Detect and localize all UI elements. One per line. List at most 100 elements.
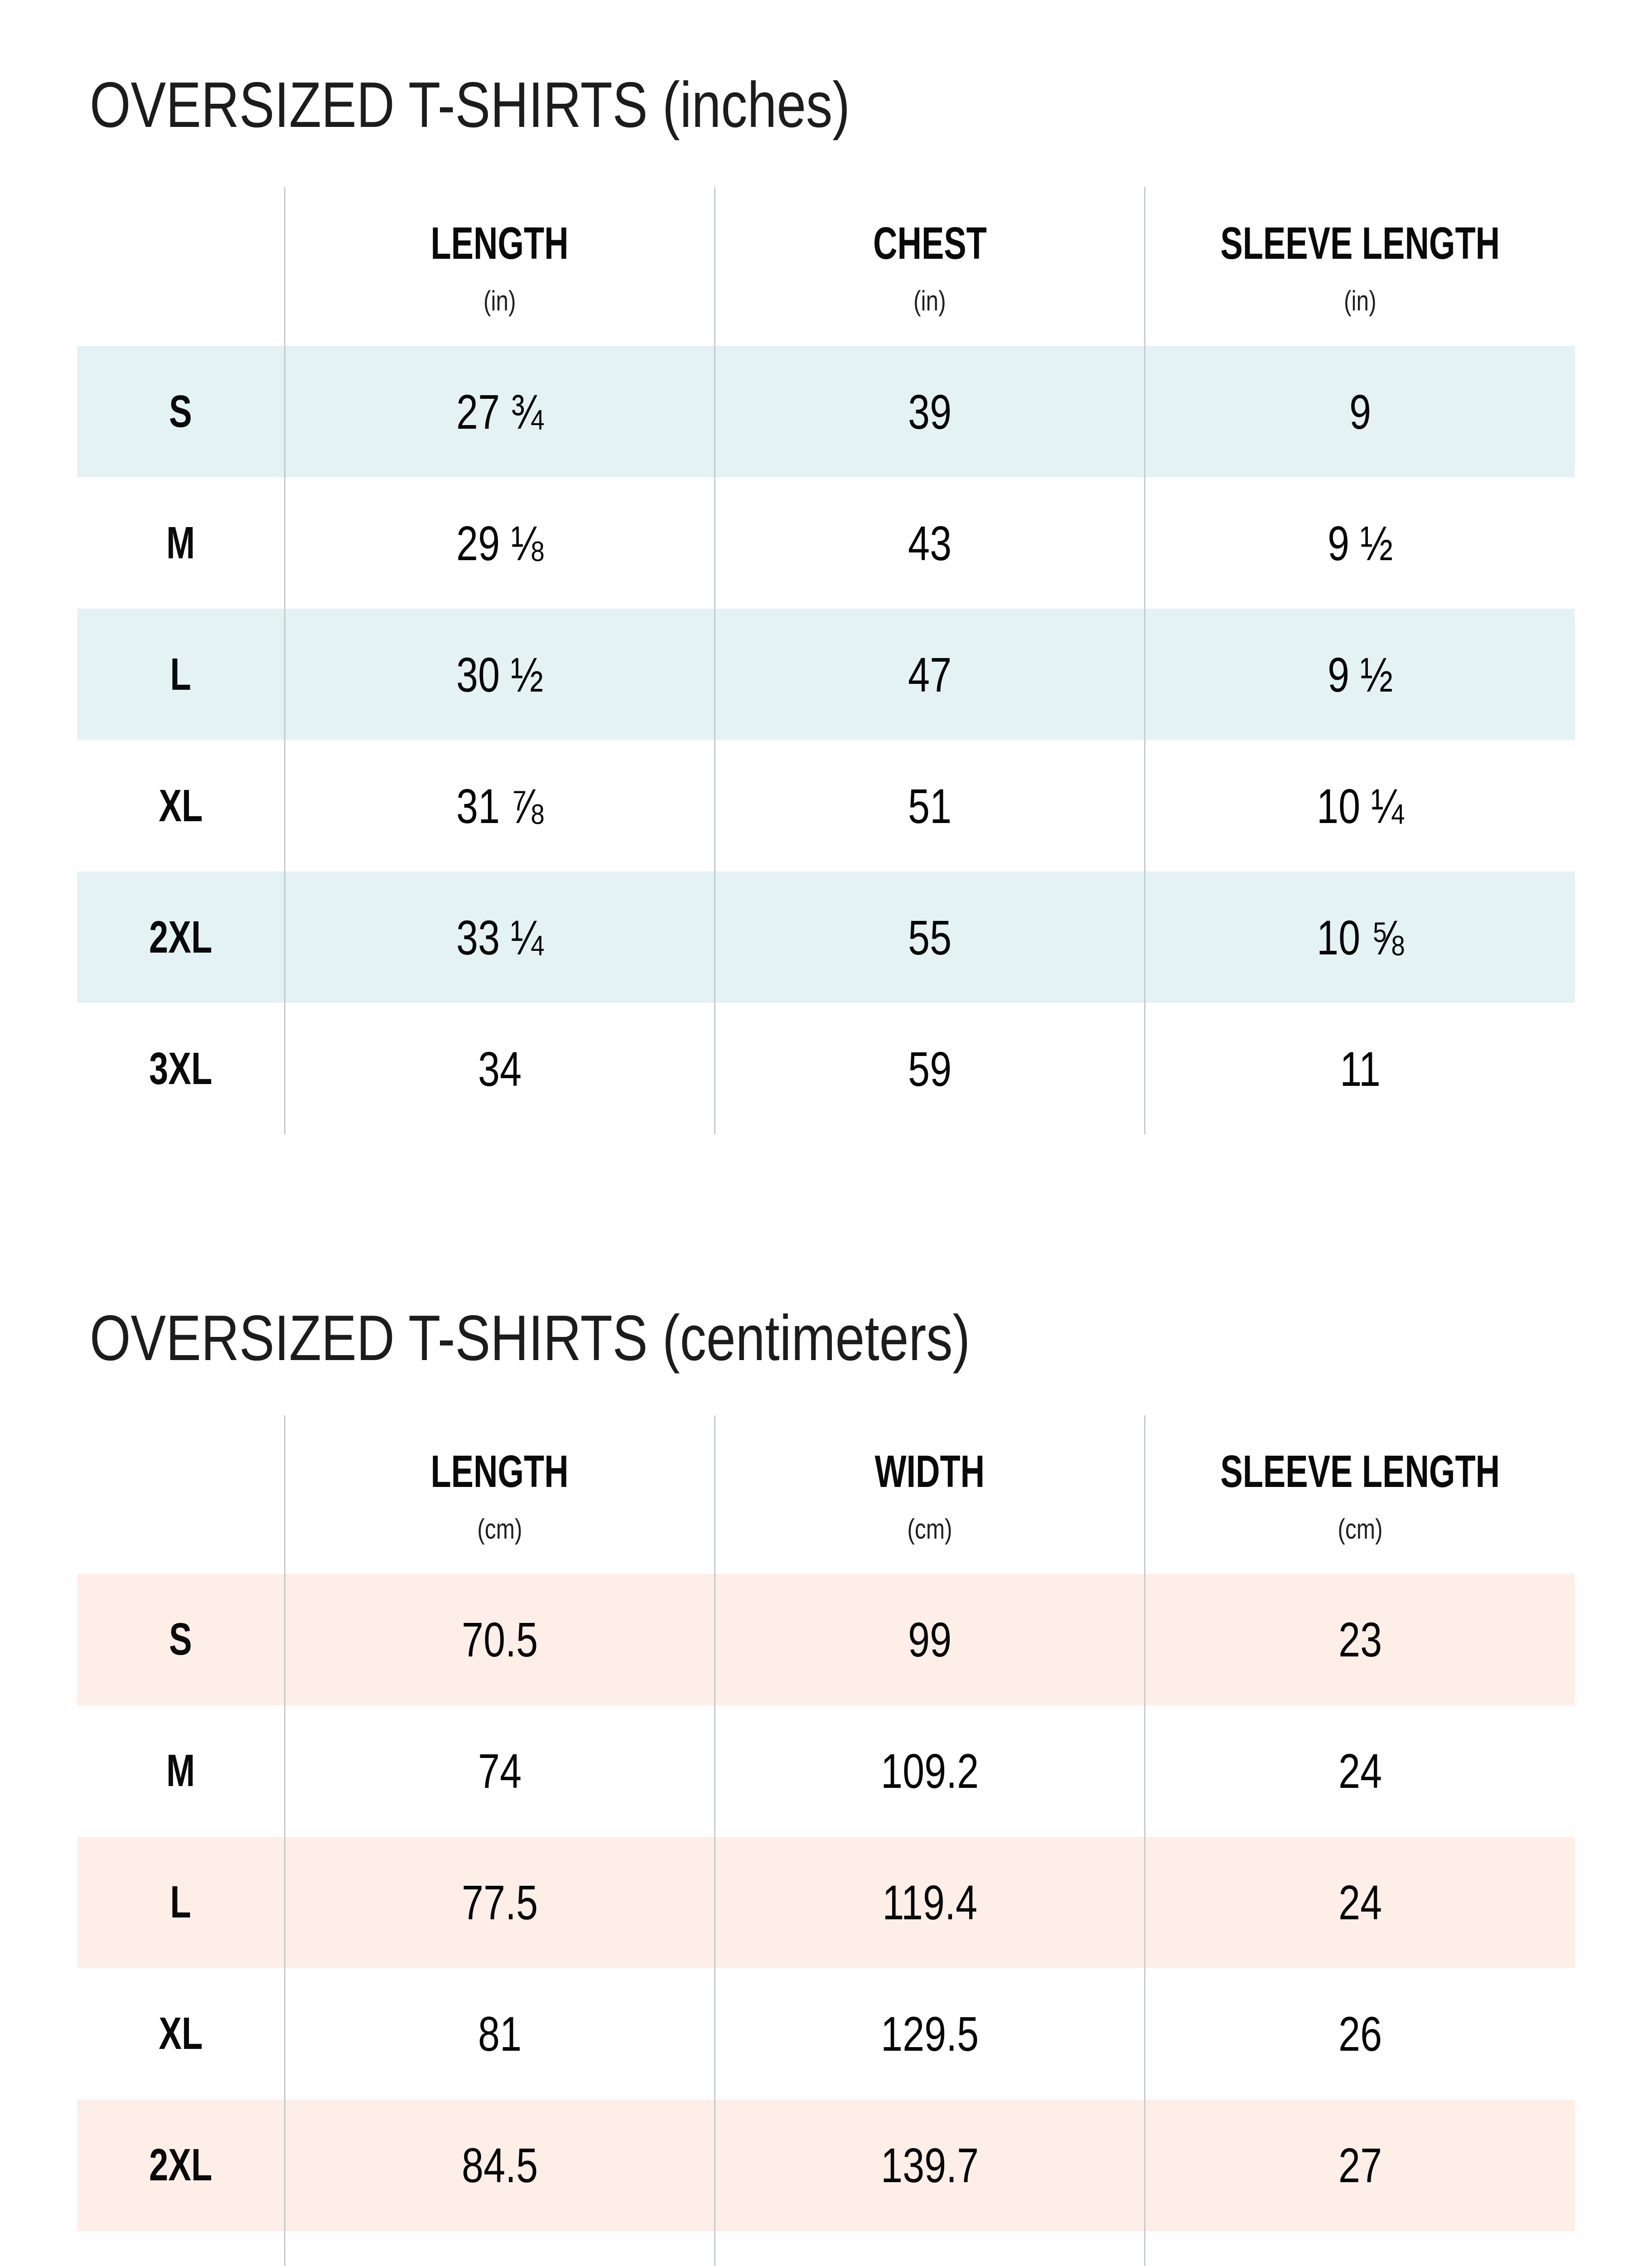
- chest-cell: 39: [714, 346, 1144, 478]
- length-cell: 29 ⅛: [284, 477, 714, 609]
- length-value: 70.5: [461, 1612, 538, 1667]
- table-row-xl: XL 81 129.5 26: [77, 1968, 1575, 2100]
- size-label: XL: [158, 780, 203, 831]
- chest-value: 47: [908, 647, 952, 702]
- width-value: 129.5: [880, 2006, 979, 2062]
- column-label: CHEST: [873, 218, 987, 269]
- column-header-width: WIDTH (cm): [714, 1415, 1144, 1574]
- length-value: 27 ¾: [456, 384, 544, 439]
- column-header-sleeve-length: SLEEVE LENGTH (cm): [1144, 1415, 1575, 1574]
- size-label-cell: 2XL: [77, 872, 284, 1003]
- table-header-row: LENGTH (in) CHEST (in) SLEEVE LENGTH (in…: [77, 187, 1575, 346]
- sleeve-length-cell: 10 ¼: [1144, 740, 1575, 872]
- table-row-l: L 77.5 119.4 24: [77, 1836, 1575, 1968]
- sleeve-length-value: 9 ½: [1327, 515, 1393, 571]
- chest-cell: 51: [714, 740, 1144, 872]
- chest-cell: 47: [714, 609, 1144, 741]
- table-row-m: M 74 109.2 24: [77, 1705, 1575, 1837]
- sleeve-length-value: 23: [1338, 1612, 1382, 1667]
- sleeve-length-value: 9: [1349, 384, 1372, 439]
- length-value: 74: [478, 1743, 522, 1799]
- size-label-cell: S: [77, 1574, 284, 1705]
- sleeve-length-value: 27: [1338, 2138, 1382, 2193]
- sleeve-length-cell: 23: [1144, 1574, 1575, 1705]
- column-header-sleeve-length: SLEEVE LENGTH (in): [1144, 187, 1575, 346]
- column-header-chest: CHEST (in): [714, 187, 1144, 346]
- length-cell: 84.5: [284, 2099, 714, 2231]
- length-value: 34: [478, 1041, 522, 1096]
- table-header-row: LENGTH (cm) WIDTH (cm) SLEEVE LENGTH (cm…: [77, 1415, 1575, 1574]
- width-cell: 139.7: [714, 2099, 1144, 2231]
- size-label: XL: [158, 2008, 203, 2059]
- size-table-inches: LENGTH (in) CHEST (in) SLEEVE LENGTH (in…: [77, 187, 1575, 1135]
- size-label-cell: 2XL: [77, 2100, 284, 2231]
- size-label-cell: XL: [77, 1968, 284, 2100]
- length-value: 81: [478, 2006, 522, 2062]
- length-cell: 86.5: [284, 2231, 714, 2266]
- table-row-3xl: 3XL 86.5 149.9 28: [77, 2231, 1575, 2266]
- length-cell: 30 ½: [284, 609, 714, 741]
- size-label: S: [169, 386, 192, 437]
- chest-cell: 59: [714, 1003, 1144, 1135]
- column-unit: (cm): [477, 1513, 522, 1545]
- sleeve-length-cell: 24: [1144, 1705, 1575, 1837]
- size-label: 2XL: [149, 2140, 213, 2191]
- size-label: M: [166, 1745, 195, 1796]
- length-value: 33 ¼: [456, 910, 544, 965]
- table-row-3xl: 3XL 34 59 11: [77, 1003, 1575, 1135]
- size-label-cell: 3XL: [77, 1003, 284, 1134]
- width-value: 139.7: [880, 2138, 979, 2193]
- width-cell: 149.9: [714, 2231, 1144, 2266]
- sleeve-length-cell: 11: [1144, 1003, 1575, 1135]
- sleeve-length-cell: 10 ⅝: [1144, 872, 1575, 1003]
- sleeve-length-value: 10 ¼: [1316, 778, 1404, 833]
- table-title-text: OVERSIZED T-SHIRTS (inches): [90, 69, 850, 141]
- column-unit: (in): [483, 286, 516, 317]
- table-title-text: OVERSIZED T-SHIRTS (centimeters): [90, 1302, 971, 1375]
- column-label: LENGTH: [430, 218, 569, 269]
- sleeve-length-value: 26: [1338, 2006, 1382, 2062]
- length-value: 84.5: [461, 2138, 538, 2193]
- width-cell: 99: [714, 1574, 1144, 1705]
- column-unit: (cm): [907, 1513, 952, 1545]
- length-cell: 77.5: [284, 1836, 714, 1968]
- size-label-cell: L: [77, 609, 284, 740]
- table-title-centimeters: OVERSIZED T-SHIRTS (centimeters): [90, 1301, 1575, 1375]
- size-label-cell: S: [77, 346, 284, 477]
- size-column-header-empty: [77, 187, 284, 346]
- size-table-centimeters-section: OVERSIZED T-SHIRTS (centimeters) LENGTH …: [77, 1301, 1575, 2266]
- width-value: 119.4: [882, 1875, 977, 1930]
- length-value: 77.5: [461, 1875, 538, 1930]
- size-label-cell: L: [77, 1837, 284, 1968]
- column-label: SLEEVE LENGTH: [1220, 1446, 1500, 1497]
- size-label: L: [170, 1877, 191, 1928]
- sleeve-length-cell: 9: [1144, 346, 1575, 478]
- sleeve-length-cell: 27: [1144, 2099, 1575, 2231]
- size-label: 3XL: [149, 1043, 213, 1094]
- chest-value: 51: [908, 778, 952, 833]
- size-table-centimeters: LENGTH (cm) WIDTH (cm) SLEEVE LENGTH (cm…: [77, 1415, 1575, 2266]
- length-value: 31 ⅞: [456, 778, 544, 833]
- column-header-length: LENGTH (cm): [284, 1415, 714, 1574]
- column-unit: (in): [1344, 286, 1377, 317]
- table-row-2xl: 2XL 84.5 139.7 27: [77, 2099, 1575, 2231]
- width-value: 99: [908, 1612, 952, 1667]
- chest-cell: 55: [714, 872, 1144, 1003]
- size-column-header-empty: [77, 1415, 284, 1574]
- size-label-cell: M: [77, 1705, 284, 1837]
- width-cell: 119.4: [714, 1836, 1144, 1968]
- sleeve-length-value: 24: [1338, 1743, 1382, 1799]
- column-label: SLEEVE LENGTH: [1220, 218, 1500, 269]
- size-label: 2XL: [149, 911, 213, 963]
- size-label: L: [170, 649, 191, 700]
- chest-cell: 43: [714, 477, 1144, 609]
- sleeve-length-cell: 9 ½: [1144, 609, 1575, 741]
- column-header-length: LENGTH (in): [284, 187, 714, 346]
- table-row-s: S 27 ¾ 39 9: [77, 346, 1575, 478]
- length-cell: 34: [284, 1003, 714, 1135]
- table-title-inches: OVERSIZED T-SHIRTS (inches): [90, 68, 1575, 142]
- width-value: 109.2: [880, 1743, 979, 1799]
- length-cell: 70.5: [284, 1574, 714, 1705]
- size-table-inches-section: OVERSIZED T-SHIRTS (inches) LENGTH (in) …: [77, 68, 1575, 1135]
- column-label: WIDTH: [874, 1446, 985, 1497]
